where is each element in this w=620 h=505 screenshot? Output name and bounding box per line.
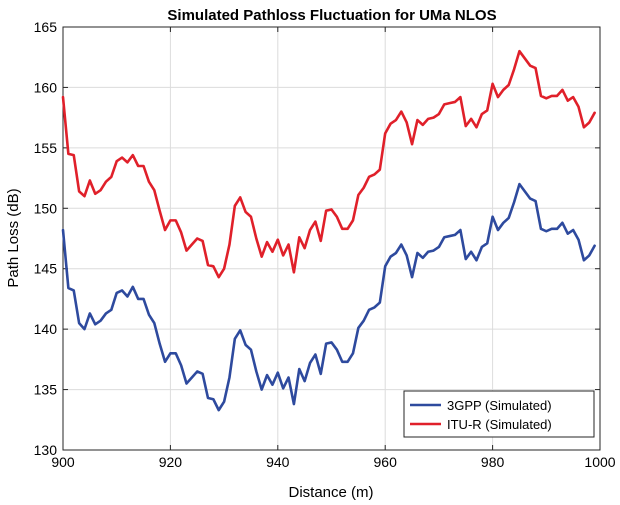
- y-tick-label-6: 160: [34, 79, 58, 95]
- y-tick-label-5: 155: [34, 140, 58, 156]
- y-tick-label-7: 165: [34, 19, 58, 35]
- legend-label-0: 3GPP (Simulated): [447, 398, 552, 413]
- y-tick-label-1: 135: [34, 382, 58, 398]
- y-tick-label-0: 130: [34, 442, 58, 458]
- x-tick-label-3: 960: [374, 454, 398, 470]
- grid: [62, 26, 601, 451]
- x-tick-label-1: 920: [159, 454, 183, 470]
- x-axis: 900 920 940 960 980 1000: [51, 27, 616, 470]
- y-axis: 130 135 140 145 150 155 160 165: [34, 19, 600, 458]
- legend-box: [403, 390, 595, 438]
- plot-area-frame: [62, 26, 601, 451]
- x-tick-label-4: 980: [481, 454, 505, 470]
- series-line-itu-r: [61, 49, 596, 279]
- y-tick-label-3: 145: [34, 261, 58, 277]
- x-tick-label-5: 1000: [584, 454, 615, 470]
- y-tick-label-2: 140: [34, 321, 58, 337]
- x-tick-label-2: 940: [266, 454, 290, 470]
- x-tick-label-0: 900: [51, 454, 75, 470]
- series-line-3gpp: [61, 182, 596, 412]
- x-axis-label: Distance (m): [288, 484, 373, 501]
- legend: 3GPP (Simulated) ITU-R (Simulated): [403, 390, 595, 438]
- chart-title: Simulated Pathloss Fluctuation for UMa N…: [167, 7, 496, 24]
- y-axis-label: Path Loss (dB): [5, 188, 22, 287]
- legend-label-1: ITU-R (Simulated): [447, 417, 552, 432]
- series-group: [61, 49, 596, 412]
- y-tick-label-4: 150: [34, 200, 58, 216]
